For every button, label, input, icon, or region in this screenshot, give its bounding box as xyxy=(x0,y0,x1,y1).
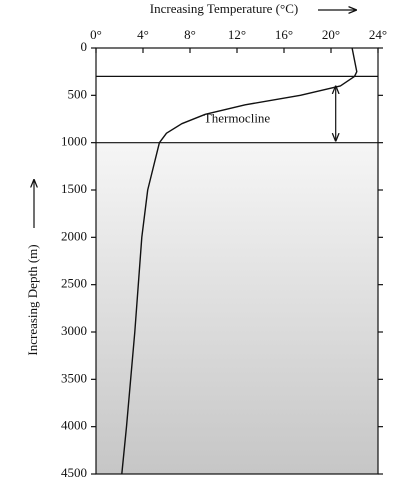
x-tick-label: 16° xyxy=(275,27,293,42)
x-tick-label: 20° xyxy=(322,27,340,42)
y-tick-label: 4500 xyxy=(61,465,87,480)
x-tick-label: 8° xyxy=(184,27,196,42)
y-tick-label: 1000 xyxy=(61,134,87,149)
x-tick-label: 12° xyxy=(228,27,246,42)
y-tick-label: 0 xyxy=(81,39,88,54)
deep-water xyxy=(96,142,378,474)
temperature-profile xyxy=(121,47,358,475)
y-tick-label: 500 xyxy=(68,86,88,101)
y-tick-label: 4000 xyxy=(61,418,87,433)
y-axis-title: Increasing Depth (m) xyxy=(25,244,40,355)
x-tick-label: 0° xyxy=(90,27,102,42)
y-tick-label: 3500 xyxy=(61,370,87,385)
y-tick-label: 1500 xyxy=(61,181,87,196)
x-axis-title: Increasing Temperature (°C) xyxy=(150,1,298,16)
x-tick-label: 24° xyxy=(369,27,387,42)
x-tick-label: 4° xyxy=(137,27,149,42)
annotation: Thermocline xyxy=(204,111,271,126)
y-tick-label: 3000 xyxy=(61,323,87,338)
y-tick-label: 2500 xyxy=(61,276,87,291)
y-tick-label: 2000 xyxy=(61,228,87,243)
